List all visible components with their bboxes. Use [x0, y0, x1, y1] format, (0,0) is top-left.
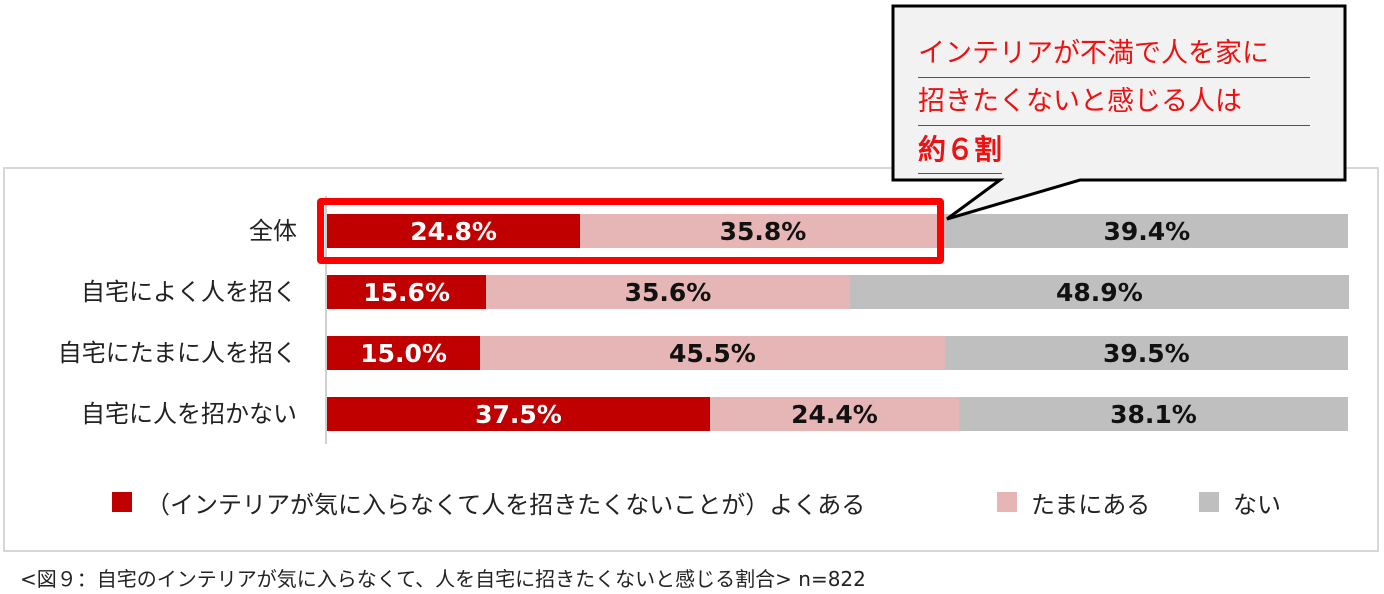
bar-segment-often: 15.0%	[327, 336, 481, 370]
bar-segment-never: 38.1%	[958, 397, 1348, 431]
callout-bubble	[891, 4, 1347, 221]
bar-segment-never: 48.9%	[849, 275, 1350, 309]
data-label: 15.6%	[363, 277, 450, 307]
legend-item-often: （インテリアが気に入らなくて人を招きたくないことが）よくある	[112, 486, 866, 519]
category-axis-line	[325, 196, 327, 444]
data-label: 39.4%	[1103, 216, 1191, 246]
data-label: 24.4%	[791, 399, 878, 429]
data-label: 15.0%	[360, 338, 447, 368]
data-label: 35.6%	[624, 277, 712, 307]
category-label: 自宅に人を招かない	[81, 400, 297, 428]
legend-swatch-never	[1199, 492, 1219, 512]
figure-caption: <図９：自宅のインテリアが気に入らなくて、人を自宅に招きたくないと感じる割合> …	[20, 567, 866, 591]
category-label: 全体	[249, 217, 297, 245]
category-label: 自宅にたまに人を招く	[57, 339, 297, 367]
data-label: 35.8%	[719, 216, 807, 246]
legend-item-sometimes: たまにある	[997, 486, 1151, 519]
bar-segment-sometimes: 45.5%	[480, 336, 945, 370]
callout-emphasis: 約６割	[918, 126, 1003, 174]
highlight-box	[317, 198, 944, 264]
bar-segment-never: 39.5%	[944, 336, 1348, 370]
legend-swatch-sometimes	[997, 492, 1017, 512]
category-label: 自宅によく人を招く	[81, 278, 297, 306]
legend-swatch-often	[112, 492, 132, 512]
legend-label-sometimes: たまにある	[1031, 490, 1151, 519]
bar-segment-sometimes: 35.8%	[580, 214, 946, 248]
data-label: 37.5%	[475, 399, 562, 429]
legend-label-often: （インテリアが気に入らなくて人を招きたくないことが）よくある	[146, 490, 866, 519]
bar-segment-sometimes: 35.6%	[486, 275, 850, 309]
data-label: 48.9%	[1056, 277, 1143, 307]
legend-item-never: ない	[1199, 486, 1281, 519]
data-label: 24.8%	[410, 216, 497, 246]
data-label: 45.5%	[669, 338, 756, 368]
legend-label-never: ない	[1233, 490, 1281, 519]
callout-line-2: 招きたくないと感じる人は	[918, 78, 1310, 126]
bar-segment-sometimes: 24.4%	[709, 397, 959, 431]
bar-segment-often: 24.8%	[327, 214, 581, 248]
data-label: 38.1%	[1110, 399, 1197, 429]
bar-segment-often: 37.5%	[327, 397, 710, 431]
callout-text: インテリアが不満で人を家に 招きたくないと感じる人は 約６割	[918, 30, 1314, 174]
callout-line-1: インテリアが不満で人を家に	[918, 30, 1310, 78]
bar-segment-never: 39.4%	[945, 214, 1348, 248]
data-label: 39.5%	[1102, 338, 1190, 368]
bar-segment-often: 15.6%	[327, 275, 487, 309]
